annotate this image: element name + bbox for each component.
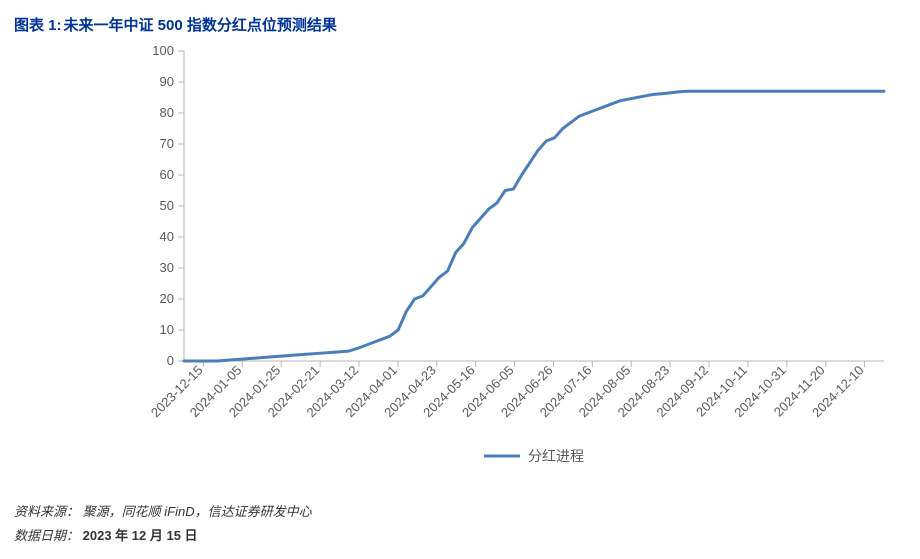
date-line: 数据日期： 2023 年 12 月 15 日	[14, 524, 312, 547]
chart-container: 01020304050607080901002023-12-152024-01-…	[14, 41, 906, 471]
figure-footer: 资料来源： 聚源，同花顺 iFinD，信达证券研发中心 数据日期： 2023 年…	[14, 500, 312, 547]
date-label: 数据日期：	[14, 528, 79, 543]
y-tick-label: 70	[160, 136, 174, 151]
y-tick-label: 0	[167, 353, 174, 368]
y-tick-label: 100	[152, 43, 174, 58]
source-label: 资料来源：	[14, 504, 79, 519]
figure-label-prefix: 图表 1:	[14, 14, 62, 35]
series-line	[184, 91, 884, 361]
y-tick-label: 40	[160, 229, 174, 244]
y-tick-label: 90	[160, 74, 174, 89]
legend-label: 分红进程	[528, 448, 584, 464]
figure-title: 未来一年中证 500 指数分红点位预测结果	[64, 14, 337, 35]
y-tick-label: 20	[160, 291, 174, 306]
legend: 分红进程	[484, 448, 584, 464]
y-tick-label: 50	[160, 198, 174, 213]
y-tick-label: 60	[160, 167, 174, 182]
date-value: 2023 年 12 月 15 日	[83, 528, 198, 543]
source-line: 资料来源： 聚源，同花顺 iFinD，信达证券研发中心	[14, 500, 312, 523]
figure-page: 图表 1: 未来一年中证 500 指数分红点位预测结果 0 10 20 30 40 50 6…	[0, 0, 920, 559]
line-chart: 01020304050607080901002023-12-152024-01-…	[14, 41, 906, 471]
figure-title-row: 图表 1: 未来一年中证 500 指数分红点位预测结果	[14, 14, 906, 35]
y-tick-label: 10	[160, 322, 174, 337]
source-text: 聚源，同花顺 iFinD，信达证券研发中心	[83, 504, 312, 519]
y-tick-label: 80	[160, 105, 174, 120]
y-tick-label: 30	[160, 260, 174, 275]
